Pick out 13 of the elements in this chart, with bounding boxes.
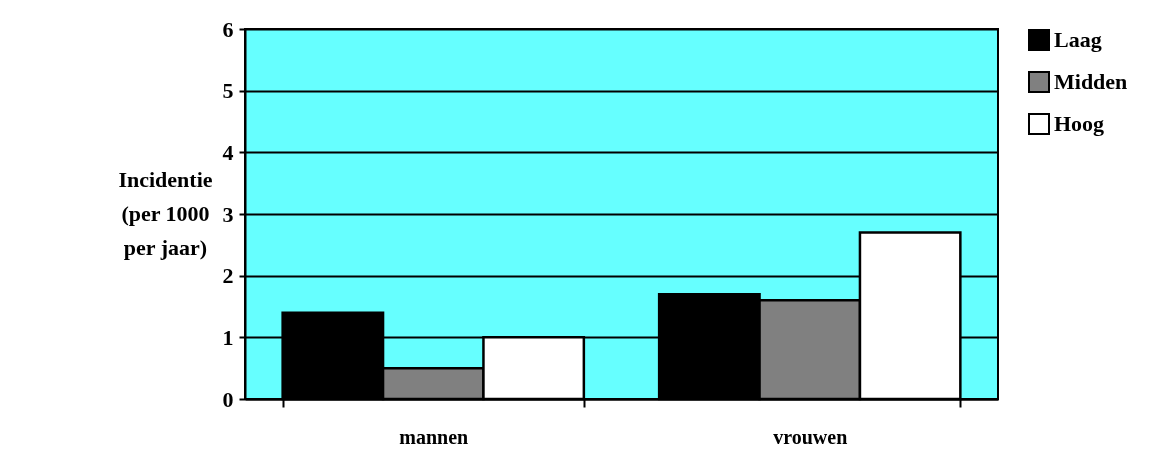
legend-label: Hoog [1054, 111, 1105, 136]
y-tick-label: 6 [222, 16, 234, 42]
legend-label: Laag [1054, 27, 1102, 52]
y-tick-label: 0 [222, 386, 234, 412]
y-tick-label: 3 [222, 201, 234, 227]
y-axis-title: Incidentie (per 1000 per jaar) [118, 166, 213, 260]
y-tick-label: 4 [222, 139, 234, 165]
x-tick-label: mannen [399, 425, 469, 448]
y-tick-label: 5 [222, 78, 234, 104]
y-tick-label: 1 [222, 324, 234, 350]
y-tick-label: 2 [222, 263, 234, 289]
x-tick-label: vrouwen [773, 425, 848, 448]
legend-label: Midden [1054, 69, 1128, 94]
